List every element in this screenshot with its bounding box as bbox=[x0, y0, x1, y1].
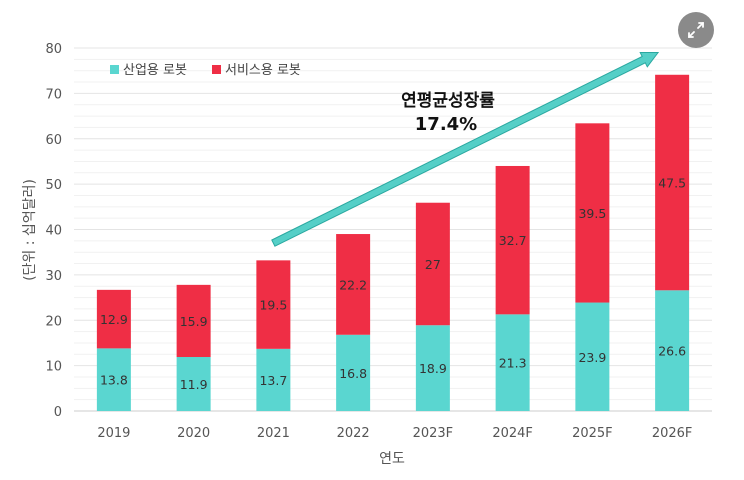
bar-segment-service bbox=[575, 123, 610, 303]
bar-value-label: 22.2 bbox=[339, 277, 367, 292]
bar-value-label: 26.6 bbox=[658, 344, 686, 359]
gridlines bbox=[74, 47, 712, 412]
bar-value-label: 32.7 bbox=[499, 233, 527, 248]
bar-segment-industrial bbox=[415, 325, 450, 411]
y-tick-label: 60 bbox=[45, 133, 62, 148]
x-tick-label: 2024F bbox=[492, 426, 533, 441]
bar-value-label: 39.5 bbox=[578, 206, 606, 221]
x-tick-label: 2022 bbox=[337, 426, 370, 441]
legend: 산업용 로봇 서비스용 로봇 bbox=[110, 63, 301, 78]
y-tick-label: 40 bbox=[45, 224, 62, 239]
bar-value-label: 18.9 bbox=[419, 361, 447, 376]
bar-value-label: 15.9 bbox=[180, 314, 208, 329]
legend-swatch bbox=[212, 65, 221, 74]
y-tick-label: 20 bbox=[45, 314, 62, 329]
legend-label: 산업용 로봇 bbox=[123, 63, 187, 78]
x-axis-label: 연도 bbox=[379, 451, 405, 467]
x-tick-label: 2021 bbox=[257, 426, 290, 441]
bar-value-label: 11.9 bbox=[180, 377, 208, 392]
bar-segment-industrial bbox=[176, 357, 211, 411]
x-tick-label: 2023F bbox=[413, 426, 454, 441]
annotation-line1: 연평균성장률 bbox=[401, 91, 495, 111]
bar-segment-service bbox=[256, 260, 291, 349]
expand-button[interactable] bbox=[678, 12, 714, 48]
bar-segment-industrial bbox=[495, 314, 530, 411]
y-tick-label: 80 bbox=[45, 42, 62, 57]
y-axis-label: (단위 : 십억달러) bbox=[22, 179, 38, 281]
bar-segment-industrial bbox=[575, 302, 610, 411]
bar-segment-service bbox=[415, 202, 450, 326]
bar-segment-industrial bbox=[655, 290, 690, 411]
bar-segment-industrial bbox=[96, 348, 131, 411]
bar-value-label: 19.5 bbox=[259, 298, 287, 313]
y-tick-label: 70 bbox=[45, 87, 62, 102]
bar-segment-industrial bbox=[256, 348, 291, 411]
bar-segment-service bbox=[176, 284, 211, 358]
x-tick-label: 2020 bbox=[177, 426, 210, 441]
legend-swatch bbox=[110, 65, 119, 74]
y-tick-label: 30 bbox=[45, 269, 62, 284]
legend-label: 서비스용 로봇 bbox=[225, 63, 301, 78]
bar-value-label: 12.9 bbox=[100, 312, 128, 327]
bar-segment-industrial bbox=[336, 334, 371, 411]
x-tick-label: 2026F bbox=[652, 426, 693, 441]
bar-value-label: 13.8 bbox=[100, 373, 128, 388]
y-tick-label: 10 bbox=[45, 360, 62, 375]
x-tick-label: 2019 bbox=[97, 426, 130, 441]
y-axis-ticks: 0 10 20 30 40 50 60 70 80 bbox=[45, 42, 62, 420]
bar-value-label: 23.9 bbox=[578, 350, 606, 365]
expand-icon bbox=[688, 22, 704, 38]
bar-segment-service bbox=[655, 74, 690, 291]
bars: 13.8 12.9 11.9 15.9 13.7 19.5 16.8 22.2 18.9 27 21… bbox=[96, 74, 690, 411]
bar-segment-service bbox=[495, 165, 530, 315]
y-tick-label: 50 bbox=[45, 178, 62, 193]
x-tick-label: 2025F bbox=[572, 426, 613, 441]
bar-value-label: 16.8 bbox=[339, 366, 367, 381]
growth-arrow bbox=[271, 52, 660, 247]
growth-arrow-shape bbox=[271, 52, 660, 247]
y-tick-label: 0 bbox=[54, 405, 62, 420]
bar-segment-service bbox=[96, 289, 131, 349]
bar-value-label: 13.7 bbox=[259, 373, 287, 388]
x-axis-ticks: 2019 2020 2021 2022 2023F 2024F 2025F 2026F bbox=[97, 426, 692, 441]
bar-value-label: 27 bbox=[425, 257, 441, 272]
bar-value-label: 47.5 bbox=[658, 176, 686, 191]
bar-segment-service bbox=[336, 234, 371, 335]
annotation-line2: 17.4% bbox=[415, 114, 477, 135]
bar-value-label: 21.3 bbox=[499, 356, 527, 371]
